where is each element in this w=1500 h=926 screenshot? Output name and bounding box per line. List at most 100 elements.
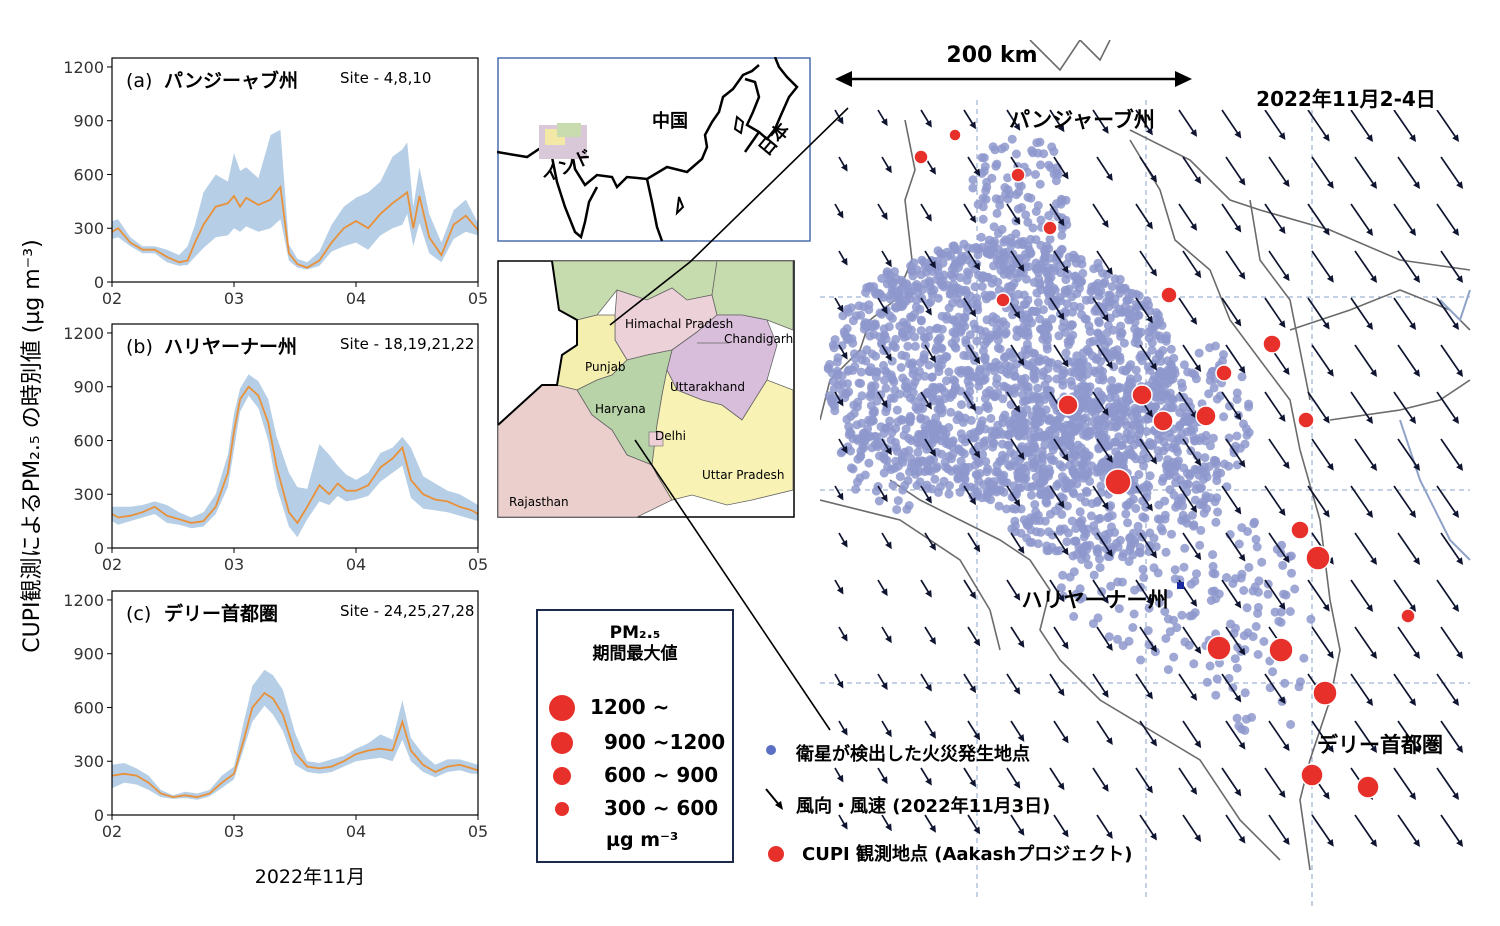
fire-point [842,332,852,342]
fire-point [1044,323,1053,333]
wind-arrow-head [1194,646,1202,655]
fire-point [857,391,867,401]
wind-arrow-head [1194,552,1202,561]
fire-point [1253,602,1263,612]
wind-arrow-shaft [1139,250,1156,274]
panel-title: デリー首都圏 [164,602,278,625]
wind-arrow-head [1409,792,1416,800]
state-border [820,499,1001,651]
fire-point [1065,479,1075,489]
fire-point [937,280,947,290]
fire-point [1249,519,1259,529]
fire-point [1072,351,1082,361]
x-axis-label: 2022年11月 [254,866,366,888]
fire-point [974,426,984,435]
wind-arrow-head [1370,557,1377,565]
fire-point [1016,528,1026,538]
wind-arrow-shaft [1268,720,1288,749]
fire-point [1189,659,1199,669]
fire-point [966,482,976,492]
fire-point [1001,235,1010,245]
fire-point [1076,415,1086,425]
wind-arrow-head [1234,318,1242,327]
fire-point [1011,149,1021,159]
fire-point [987,278,997,288]
y-tick-label: 0 [94,273,104,292]
fire-point [981,457,991,467]
fire-point [952,322,962,332]
fire-point [882,455,892,465]
fire-point [1170,565,1180,575]
fire-point [1296,677,1305,687]
fire-point [1130,338,1140,348]
fire-point [942,376,951,386]
fire-point [1224,433,1234,443]
fire-point [927,372,937,382]
fire-point [947,265,957,274]
fire-point [1056,268,1065,278]
fire-point [890,463,900,473]
wind-arrow-shaft [1053,720,1067,741]
wind-arrow-head [1366,228,1373,236]
fire-point [1139,572,1149,582]
wind-arrow-head [1326,838,1334,847]
legend-wind-label: 風向・風速 (2022年11月3日) [796,796,1051,817]
fire-point [917,456,926,466]
fire-point [1154,331,1164,341]
fire-point [1045,509,1055,519]
fire-point [1082,382,1092,392]
wind-arrow-shaft [1178,767,1196,792]
wind-arrow-shaft [1264,109,1284,138]
fire-point [1206,441,1215,451]
fire-point [1000,329,1010,339]
fire-point [1093,421,1103,430]
fire-point [1045,413,1055,423]
fire-point [916,270,926,280]
fire-point [1068,487,1078,497]
legend-unit: µg m⁻³ [606,829,679,851]
fire-point [1156,523,1166,533]
fire-point [993,387,1003,397]
fire-point [1060,327,1070,337]
fire-point [1190,576,1200,586]
fire-point [1069,567,1079,577]
fire-point [1039,149,1049,159]
wind-arrow-head [1238,741,1246,750]
fire-point [1095,563,1105,573]
fire-point [1113,634,1123,644]
legend-label-1200: 1200 ~ [590,695,670,719]
wind-arrow-shaft [1010,720,1023,739]
wind-arrow-shaft [1436,673,1458,704]
wind-arrow-head [1366,134,1373,142]
fire-point [881,407,891,417]
legend-dot-300 [555,802,569,816]
wind-arrow-shaft [1307,203,1328,233]
fire-point [1061,348,1071,358]
fire-point [1113,542,1123,552]
state-label-haryana: Haryana [595,402,646,416]
uncertainty-band [112,129,478,270]
wind-arrow-shaft [1350,673,1372,704]
cupi-site [995,292,1011,308]
fire-point [1242,430,1252,440]
pm25-legend: PM₂.₅ 期間最大値 1200 ~ 900 ~1200 600 ~ 900 3… [536,609,734,863]
fire-point [1005,416,1015,426]
wind-arrow-head [1322,415,1330,424]
fire-point [1208,550,1218,560]
legend-wind-arrow [765,788,783,810]
fire-point [851,484,861,494]
fire-point [1068,320,1077,330]
fire-point [1112,345,1122,355]
x-tick-label: 04 [346,555,366,574]
fire-point [1299,653,1309,663]
fire-point [1244,562,1254,572]
fire-point [989,430,999,440]
fire-point [1138,564,1148,574]
wind-arrow-head [1234,506,1242,515]
fire-point [1084,427,1094,437]
wind-arrow-shaft [1436,109,1458,140]
fire-point [949,280,959,289]
fire-point [1000,183,1010,192]
inset-label-china: 中国 [652,110,688,132]
wind-arrow-head [1238,177,1246,186]
